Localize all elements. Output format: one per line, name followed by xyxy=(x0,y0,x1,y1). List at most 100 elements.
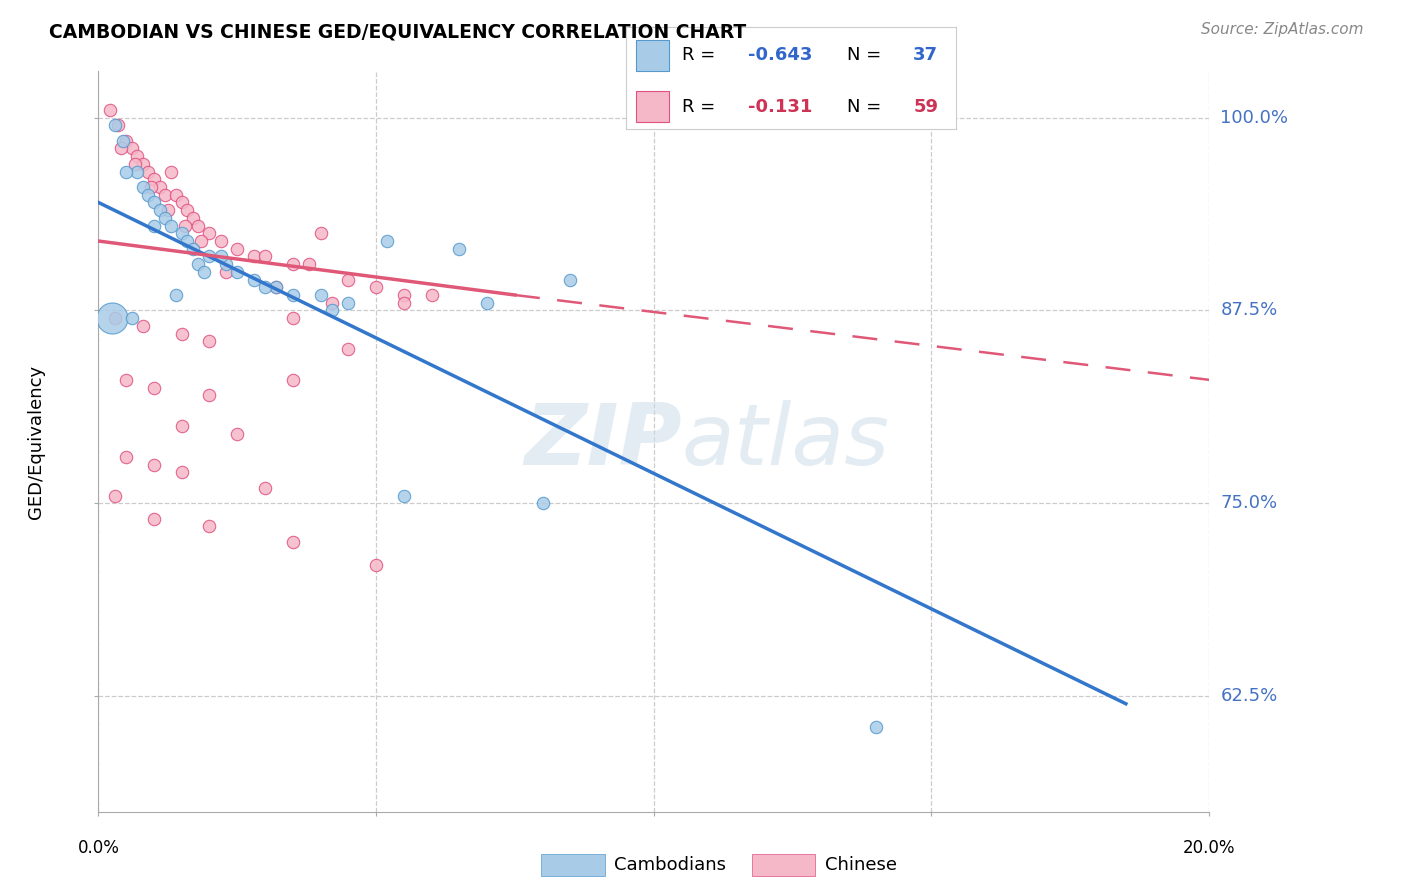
Text: 37: 37 xyxy=(912,46,938,64)
Point xyxy=(101,311,124,326)
Point xyxy=(153,211,176,225)
Point xyxy=(198,227,221,241)
Bar xyxy=(636,40,669,70)
Point xyxy=(170,466,193,480)
Point xyxy=(187,257,209,271)
Point xyxy=(193,265,215,279)
Point xyxy=(143,380,166,394)
Point xyxy=(143,172,166,186)
Point xyxy=(170,419,193,434)
Point xyxy=(281,311,304,326)
Point xyxy=(181,242,204,256)
Point xyxy=(281,373,304,387)
Point xyxy=(420,288,443,302)
Point xyxy=(321,303,343,318)
Point xyxy=(298,257,321,271)
Point xyxy=(132,180,155,194)
Point xyxy=(392,288,415,302)
Point xyxy=(309,227,332,241)
Text: ZIP: ZIP xyxy=(524,400,682,483)
Point xyxy=(170,227,193,241)
Point xyxy=(124,157,146,171)
Point xyxy=(226,426,249,441)
Point xyxy=(141,180,163,194)
Text: -0.643: -0.643 xyxy=(748,46,813,64)
Point xyxy=(121,311,143,326)
Point xyxy=(121,141,143,155)
Point xyxy=(173,219,195,233)
Point xyxy=(281,534,304,549)
Point xyxy=(392,295,415,310)
Point xyxy=(281,288,304,302)
Point xyxy=(156,203,179,218)
Point xyxy=(127,164,149,178)
Text: 0.0%: 0.0% xyxy=(77,839,120,857)
Point xyxy=(190,234,212,248)
Point xyxy=(187,219,209,233)
Point xyxy=(264,280,287,294)
Text: Chinese: Chinese xyxy=(825,856,897,874)
Text: R =: R = xyxy=(682,46,721,64)
Point xyxy=(107,119,129,133)
Point xyxy=(143,511,166,525)
Point xyxy=(337,272,360,286)
Point xyxy=(321,295,343,310)
Point xyxy=(254,280,277,294)
Text: N =: N = xyxy=(846,98,887,116)
Point xyxy=(209,234,232,248)
Text: 75.0%: 75.0% xyxy=(1220,494,1278,512)
Point xyxy=(104,489,127,503)
Point xyxy=(531,496,554,510)
Point xyxy=(148,203,170,218)
Point xyxy=(143,219,166,233)
Point xyxy=(560,272,582,286)
Text: Cambodians: Cambodians xyxy=(614,856,727,874)
Text: -0.131: -0.131 xyxy=(748,98,813,116)
Point xyxy=(226,265,249,279)
Point xyxy=(198,334,221,349)
Point xyxy=(159,164,181,178)
Text: 20.0%: 20.0% xyxy=(1182,839,1236,857)
Text: CAMBODIAN VS CHINESE GED/EQUIVALENCY CORRELATION CHART: CAMBODIAN VS CHINESE GED/EQUIVALENCY COR… xyxy=(49,22,747,41)
Point xyxy=(138,164,160,178)
Point xyxy=(226,242,249,256)
Point xyxy=(127,149,149,163)
Point xyxy=(112,134,135,148)
Point xyxy=(115,450,138,464)
Text: N =: N = xyxy=(846,46,887,64)
Point xyxy=(198,519,221,533)
Point xyxy=(254,481,277,495)
Point xyxy=(449,242,471,256)
Point xyxy=(176,203,198,218)
Bar xyxy=(636,91,669,122)
Point xyxy=(165,288,187,302)
Point xyxy=(264,280,287,294)
Point xyxy=(159,219,181,233)
Point xyxy=(215,265,238,279)
Point xyxy=(865,720,887,734)
Point xyxy=(181,211,204,225)
Point xyxy=(110,141,132,155)
Text: GED/Equivalency: GED/Equivalency xyxy=(27,365,45,518)
Point xyxy=(337,342,360,356)
Point xyxy=(215,257,238,271)
Point xyxy=(143,195,166,210)
Text: 59: 59 xyxy=(912,98,938,116)
Point xyxy=(281,257,304,271)
Point xyxy=(165,187,187,202)
Point xyxy=(337,295,360,310)
Point xyxy=(366,558,388,572)
Point xyxy=(243,250,266,264)
Point xyxy=(104,311,127,326)
Text: atlas: atlas xyxy=(682,400,890,483)
Point xyxy=(309,288,332,302)
Point xyxy=(143,458,166,472)
Text: 87.5%: 87.5% xyxy=(1220,301,1278,319)
Point xyxy=(254,250,277,264)
Point xyxy=(138,187,160,202)
Point xyxy=(198,250,221,264)
Point xyxy=(98,103,121,117)
Point xyxy=(104,119,127,133)
Point xyxy=(132,157,155,171)
Point xyxy=(170,195,193,210)
